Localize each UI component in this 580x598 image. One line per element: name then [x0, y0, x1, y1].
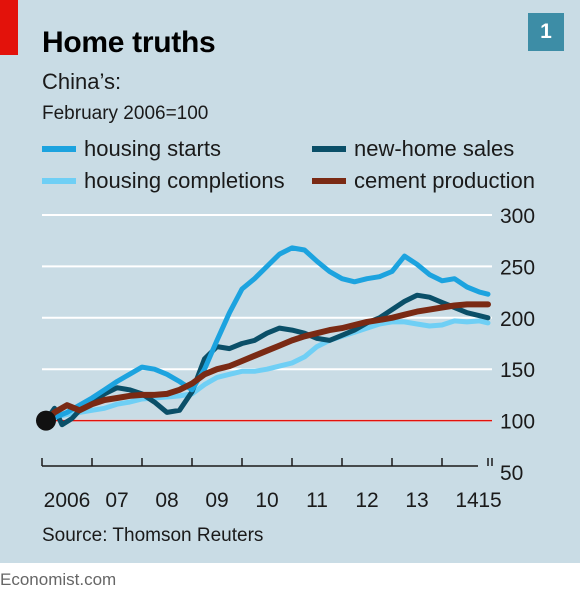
- chart-index-note: February 2006=100: [42, 103, 209, 124]
- y-tick-label-150: 150: [500, 359, 535, 382]
- legend-label-housing-completions: housing completions: [84, 168, 285, 193]
- axes: 300 250 200 150 100 50 2006 07 08 09 10 11 12 13 14 15: [41, 205, 535, 512]
- start-point-marker: [36, 410, 56, 431]
- x-tick-label-11: 11: [306, 489, 328, 512]
- y-tick-label-250: 250: [500, 256, 535, 279]
- legend-swatch-housing-completions: [42, 178, 76, 184]
- y-tick-label-300: 300: [500, 205, 535, 228]
- legend-item-cement-production: cement production: [312, 168, 535, 193]
- legend-swatch-new-home-sales: [312, 146, 346, 152]
- chart-subtitle: China’s:: [42, 69, 122, 94]
- x-tick-label-09: 09: [205, 489, 228, 512]
- x-tick-label-15: 15: [478, 489, 501, 512]
- legend-item-housing-completions: housing completions: [42, 168, 285, 193]
- series-line-cement-production: [43, 301, 491, 424]
- legend-swatch-cement-production: [312, 178, 346, 184]
- series-lines: [36, 245, 491, 431]
- legend-item-new-home-sales: new-home sales: [312, 136, 515, 161]
- series-line-housing-completions: [43, 318, 491, 424]
- chart-number-badge: 1: [528, 13, 564, 51]
- x-tick-label-13: 13: [405, 489, 428, 512]
- source-note: Source: Thomson Reuters: [42, 525, 264, 546]
- legend-label-housing-starts: housing starts: [84, 136, 221, 161]
- chart-title: Home truths: [42, 26, 216, 59]
- y-tick-label-200: 200: [500, 308, 535, 331]
- x-tick-label-07: 07: [105, 489, 128, 512]
- y-tick-label-100: 100: [500, 411, 535, 434]
- line-chart: 300 250 200 150 100 50 2006 07 08 09 10 11 12 13 14 15: [36, 205, 535, 512]
- publisher-footer: Economist.com: [0, 570, 117, 589]
- chart-panel: [0, 0, 580, 563]
- legend-label-new-home-sales: new-home sales: [354, 136, 515, 161]
- red-accent-tab: [0, 0, 18, 55]
- series-line-housing-starts: [43, 245, 491, 424]
- x-tick-label-14: 14: [455, 489, 479, 512]
- legend-item-housing-starts: housing starts: [42, 136, 221, 161]
- x-tick-label-08: 08: [155, 489, 178, 512]
- x-tick-label-2006: 2006: [44, 489, 91, 512]
- legend-label-cement-production: cement production: [354, 168, 535, 193]
- legend-swatch-housing-starts: [42, 146, 76, 152]
- series-line-new-home-sales: [43, 292, 491, 428]
- x-tick-label-12: 12: [355, 489, 378, 512]
- y-tick-label-50: 50: [500, 462, 523, 485]
- x-tick-label-10: 10: [255, 489, 278, 512]
